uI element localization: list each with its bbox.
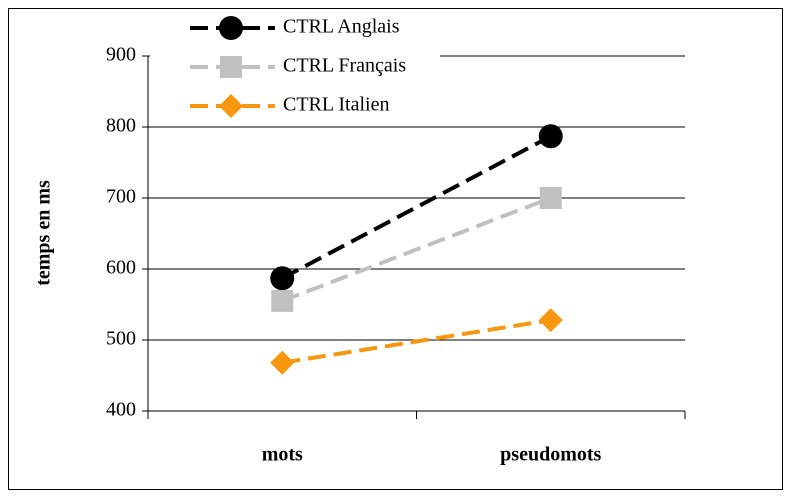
x-tick-label: mots [262,444,303,466]
marker [270,350,295,375]
y-axis-title: temps en ms [33,180,55,286]
legend-label: CTRL Anglais [283,16,400,38]
series-line [281,318,552,365]
marker [220,56,242,78]
y-tick-label: 500 [106,328,136,350]
legend-label: CTRL Italien [283,94,389,116]
marker [219,16,243,40]
y-tick-label: 600 [106,257,136,279]
marker [538,308,563,333]
marker [539,187,562,209]
x-tick-label: pseudomots [500,444,601,466]
y-tick-label: 700 [106,186,136,208]
marker [219,94,243,118]
marker [271,289,294,312]
y-tick-label: 900 [106,44,136,66]
y-tick-label: 800 [106,115,136,137]
legend-label: CTRL Français [283,55,406,77]
y-tick-label: 400 [106,399,136,421]
marker [538,124,563,149]
series-line [281,196,552,303]
marker [270,266,295,291]
